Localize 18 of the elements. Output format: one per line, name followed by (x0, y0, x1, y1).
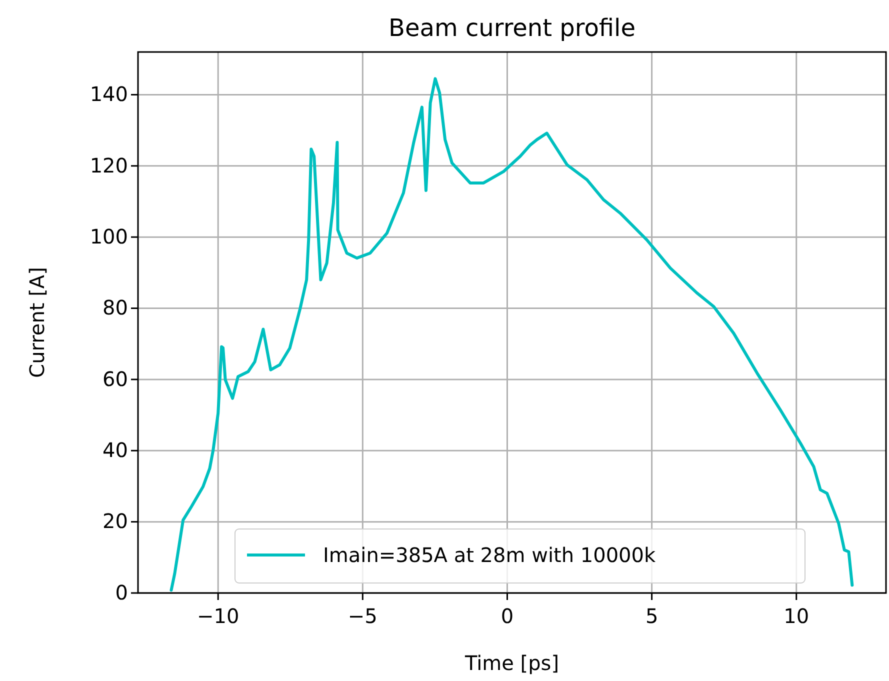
legend-label: Imain=385A at 28m with 10000k (323, 543, 656, 567)
x-tick-label: 10 (784, 604, 810, 628)
y-tick-label: 20 (102, 509, 128, 534)
y-tick-label: 80 (102, 296, 128, 320)
line-series (170, 77, 854, 592)
y-tick-label: 120 (90, 153, 128, 178)
x-tick-label: 0 (500, 604, 514, 628)
x-tick-label: −5 (348, 604, 378, 628)
y-tick-label: 140 (90, 82, 128, 106)
y-tick-label: 100 (90, 224, 128, 248)
x-tick-label: −10 (196, 604, 240, 628)
x-axis-title: Time [ps] (464, 651, 560, 675)
y-tick-label: 0 (115, 580, 128, 604)
x-tick-label: 5 (645, 604, 658, 628)
y-axis-title: Current [A] (25, 267, 49, 378)
y-tick-label: 60 (102, 366, 128, 391)
chart-title: Beam current profile (388, 14, 636, 42)
y-tick-label: 40 (102, 438, 128, 462)
